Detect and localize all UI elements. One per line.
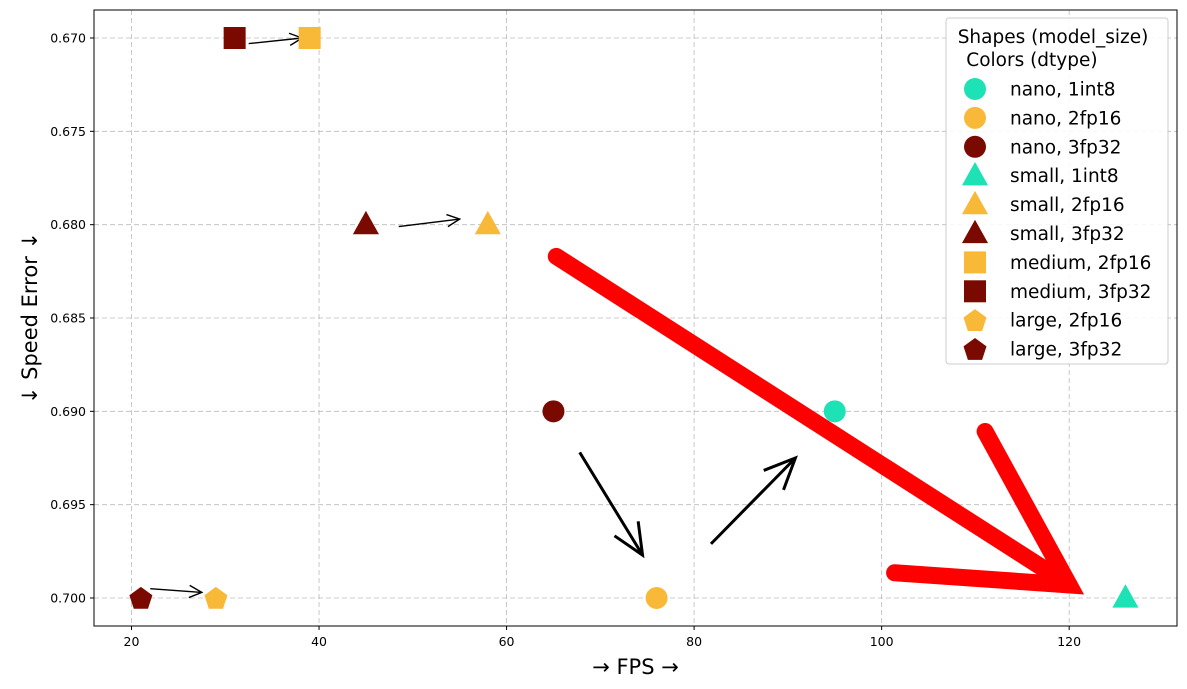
legend-marker-pentagon	[963, 309, 987, 331]
arrow-shaft	[578, 451, 644, 556]
annotation-arrow	[398, 213, 462, 228]
highlight-arrow	[547, 247, 1085, 595]
data-point-triangle	[1112, 584, 1139, 608]
legend-item: medium, 2fp16	[964, 251, 1151, 274]
legend-item: nano, 1int8	[964, 78, 1116, 101]
legend-items: nano, 1int8 nano, 2fp16 nano, 3fp32 small, …	[961, 78, 1151, 361]
legend-marker-circle	[964, 106, 986, 129]
arrow-shaft	[709, 456, 797, 545]
legend-item: large, 2fp16	[963, 309, 1122, 332]
legend-item: nano, 3fp32	[964, 135, 1121, 158]
x-axis-label: → FPS →	[592, 655, 679, 679]
y-tick-label: 0.695	[50, 497, 86, 512]
data-point-triangle	[352, 210, 379, 235]
legend-label: small, 3fp32	[1010, 224, 1125, 245]
annotation-arrow	[248, 32, 304, 46]
legend-label: medium, 2fp16	[1010, 253, 1151, 274]
legend-label: nano, 3fp32	[1010, 137, 1121, 158]
y-tick-label: 0.690	[50, 404, 86, 419]
legend-marker-circle	[964, 78, 986, 100]
legend-label: large, 2fp16	[1010, 311, 1122, 332]
x-tick-label: 20	[124, 634, 140, 649]
y-tick-label: 0.675	[50, 124, 86, 139]
arrow-head	[763, 455, 798, 491]
x-tick-label: 40	[311, 634, 327, 649]
x-tick-label: 100	[870, 634, 894, 649]
legend-marker-triangle	[961, 219, 989, 244]
arrow-shaft	[547, 247, 1078, 594]
arrow-head	[446, 213, 462, 228]
legend-item: nano, 2fp16	[964, 106, 1121, 129]
legend-label: large, 3fp32	[1010, 340, 1122, 361]
legend-label: nano, 2fp16	[1010, 108, 1121, 129]
axis-ticks: 20 40 60 80 100 120 0.670 0.675 0.680 0.685 0.690 0…	[50, 31, 1081, 650]
legend-marker-pentagon	[963, 338, 987, 360]
annotation-arrow	[709, 455, 798, 545]
y-tick-label: 0.680	[50, 217, 86, 232]
data-point-pentagon	[204, 586, 228, 609]
y-tick-label: 0.700	[50, 591, 86, 606]
legend-label: nano, 1int8	[1010, 80, 1116, 101]
data-point-circle	[645, 587, 668, 609]
data-point-circle	[542, 400, 565, 423]
grid-lines	[94, 10, 1177, 626]
x-tick-label: 120	[1057, 634, 1081, 649]
legend-marker-triangle	[961, 190, 989, 215]
data-point-triangle	[474, 210, 501, 235]
y-tick-label: 0.685	[50, 311, 86, 326]
legend-label: medium, 3fp32	[1010, 282, 1151, 303]
legend-item: small, 1int8	[961, 161, 1119, 187]
legend-item: small, 2fp16	[961, 190, 1125, 216]
arrow-shaft	[398, 218, 460, 228]
arrow-shaft	[248, 37, 303, 45]
y-axis-label: ↓ Speed Error ↓	[18, 232, 42, 404]
legend-marker-square	[964, 280, 986, 303]
y-tick-label: 0.670	[50, 31, 86, 46]
arrow-shaft	[150, 587, 202, 594]
data-points	[129, 27, 1139, 609]
data-point-pentagon	[129, 586, 153, 609]
legend-marker-triangle	[961, 161, 989, 186]
data-point-circle	[823, 400, 846, 423]
arrow-head	[886, 422, 1085, 595]
legend-box	[945, 17, 1169, 365]
legend-marker-square	[964, 251, 986, 274]
data-point-square	[223, 27, 246, 49]
legend-title: Shapes (model_size)	[958, 27, 1149, 48]
legend-label: small, 2fp16	[1010, 195, 1125, 216]
legend-item: small, 3fp32	[961, 219, 1125, 245]
data-point-square	[298, 27, 321, 49]
legend-item: medium, 3fp32	[964, 280, 1151, 303]
arrow-head	[613, 521, 645, 559]
annotation-arrow	[578, 451, 645, 559]
legend-item: large, 3fp32	[963, 338, 1122, 361]
arrow-head	[188, 584, 204, 599]
legend: Shapes (model_size) Colors (dtype) nano,…	[945, 17, 1169, 365]
x-tick-label: 60	[499, 634, 515, 649]
legend-subtitle: Colors (dtype)	[960, 50, 1097, 71]
legend-marker-circle	[964, 135, 986, 158]
x-tick-label: 80	[686, 634, 702, 649]
annotation-arrows	[150, 32, 1085, 599]
legend-label: small, 1int8	[1010, 166, 1119, 187]
annotation-arrow	[150, 584, 204, 599]
